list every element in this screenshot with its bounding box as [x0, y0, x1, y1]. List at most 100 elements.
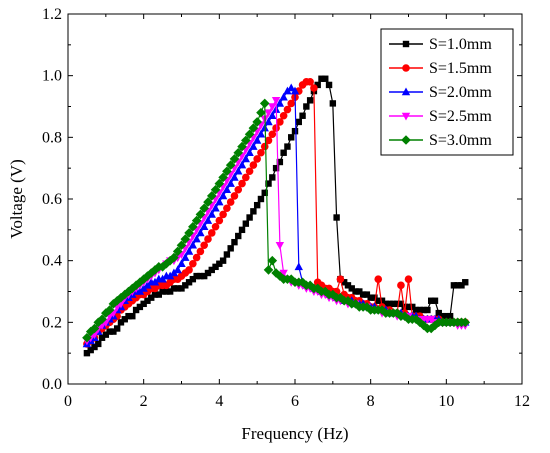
data-point [173, 265, 182, 274]
legend-item: S=1.0mm [389, 36, 492, 53]
data-point [271, 97, 281, 105]
data-point [397, 281, 405, 290]
data-point [158, 274, 167, 283]
data-point [188, 221, 198, 232]
data-point [446, 312, 454, 320]
data-point [234, 185, 243, 194]
data-point [256, 129, 266, 138]
data-point [290, 86, 300, 95]
data-point [252, 117, 262, 127]
data-point [283, 86, 292, 95]
data-point [288, 134, 295, 141]
data-point [229, 154, 240, 164]
x-tick-label: 0 [64, 393, 72, 410]
data-point [386, 300, 393, 308]
data-point [211, 222, 220, 231]
data-point [322, 75, 329, 82]
data-point [356, 288, 363, 295]
data-point [184, 228, 194, 238]
data-point [294, 262, 303, 271]
data-point [238, 226, 246, 234]
data-point [428, 297, 435, 304]
legend-label: S=2.0mm [429, 84, 492, 101]
data-point [299, 112, 306, 119]
data-point [287, 83, 296, 92]
data-point [83, 349, 91, 357]
data-point [424, 306, 431, 314]
data-point [191, 215, 202, 226]
x-tick-label: 8 [367, 393, 375, 410]
data-point [260, 142, 269, 151]
data-point [462, 279, 469, 286]
y-tick-label: 0.6 [42, 191, 62, 208]
legend-item: S=2.0mm [389, 84, 492, 101]
data-point [245, 148, 254, 157]
data-point [405, 303, 412, 311]
data-point [431, 297, 439, 304]
data-point [219, 257, 227, 264]
legend-marker [402, 40, 410, 48]
data-point [272, 124, 280, 132]
data-point [125, 312, 132, 320]
data-point [230, 192, 239, 200]
data-point [119, 289, 130, 300]
data-point [450, 282, 458, 289]
data-point [253, 155, 261, 163]
data-point [207, 229, 216, 237]
data-point [460, 317, 471, 328]
data-point [193, 272, 200, 280]
data-point [95, 340, 102, 348]
data-point [140, 300, 147, 308]
data-point [192, 253, 201, 262]
data-point [246, 214, 253, 221]
data-point [214, 178, 225, 189]
data-point [367, 294, 374, 301]
data-point [279, 92, 288, 101]
data-point [235, 232, 242, 240]
data-point [204, 235, 212, 243]
data-point [325, 81, 333, 89]
data-point [264, 117, 273, 126]
data-point [203, 197, 213, 207]
legend-item: S=1.5mm [389, 60, 492, 77]
data-point [245, 167, 254, 176]
data-point [340, 279, 348, 286]
data-point [306, 78, 314, 86]
data-point [318, 75, 325, 82]
data-point [241, 135, 251, 146]
data-point [250, 208, 257, 215]
data-point [252, 135, 262, 144]
data-point [268, 130, 277, 139]
data-point [204, 269, 212, 277]
data-point [256, 107, 266, 118]
x-tick-label: 6 [291, 393, 299, 410]
data-point [178, 285, 185, 292]
data-point [151, 291, 159, 298]
data-point [283, 105, 292, 114]
data-point [420, 306, 427, 314]
data-point [196, 247, 205, 256]
data-point [223, 204, 231, 213]
data-point [238, 179, 246, 188]
data-point [184, 246, 194, 255]
axes: 0 2 4 6 8 10 12 0.0 0.2 0.4 0.6 0.8 1.0 1.2 [42, 6, 530, 410]
data-point [352, 288, 359, 295]
data-point [85, 326, 96, 337]
data-point [409, 303, 416, 311]
y-tick-label: 1.0 [42, 68, 62, 85]
data-point [397, 300, 405, 308]
data-point [244, 129, 255, 140]
data-point [148, 294, 155, 301]
data-point [362, 302, 372, 312]
data-point [276, 158, 284, 166]
data-point [91, 343, 98, 351]
data-point [226, 179, 235, 187]
data-point [150, 277, 160, 286]
data-point [234, 166, 243, 175]
data-point [306, 97, 314, 104]
data-point [284, 143, 291, 150]
data-point [139, 283, 148, 292]
data-point [113, 325, 121, 332]
data-point [129, 312, 136, 320]
